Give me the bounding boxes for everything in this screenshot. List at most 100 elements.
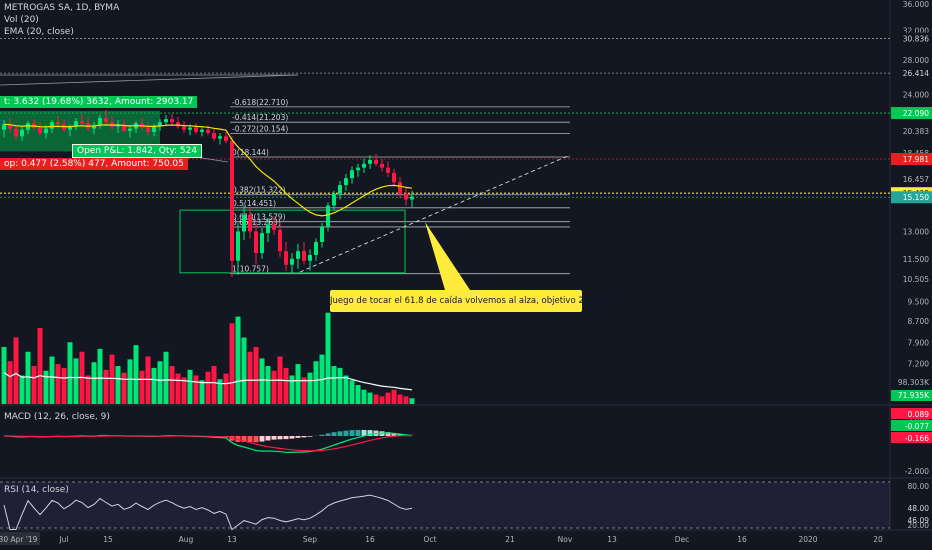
candle-body <box>8 124 12 129</box>
candle-body <box>158 122 162 127</box>
volume-bar <box>25 351 31 404</box>
open-pl-label[interactable]: Open P&L: 1.842, Qty: 524 <box>72 144 203 158</box>
volume-bar <box>175 373 181 404</box>
volume-tag-label: 71.935K <box>898 391 930 400</box>
price-tag <box>891 191 932 204</box>
candle-body <box>26 123 30 130</box>
rsi-legend[interactable]: RSI (14, close) <box>4 485 69 495</box>
candle-body <box>278 229 282 252</box>
volume-bar <box>283 367 289 404</box>
volume-bar <box>391 389 397 404</box>
time-axis-label: 20 <box>873 535 883 544</box>
volume-bar <box>193 375 199 404</box>
candle-body <box>200 129 204 132</box>
candle-body <box>98 118 102 126</box>
volume-bar <box>397 394 403 404</box>
time-axis-label: 30 Apr '19 <box>0 535 38 544</box>
time-axis-label: 15 <box>103 535 113 544</box>
volume-bar <box>139 370 145 404</box>
price-tag-label: 22.090 <box>903 109 929 118</box>
candle-body <box>110 122 114 127</box>
time-axis-label: Oct <box>424 535 437 544</box>
ema-indicator-label[interactable]: EMA (20, close) <box>4 27 74 37</box>
volume-bar <box>121 372 127 404</box>
volume-bar <box>265 366 271 404</box>
time-axis-label: 16 <box>365 535 375 544</box>
fib-level-label: 1(10.757) <box>232 265 269 274</box>
time-axis-label: 13 <box>607 535 617 544</box>
time-axis-label: 13 <box>227 535 237 544</box>
macd-histogram-bar <box>235 436 241 442</box>
volume-bar <box>103 369 109 404</box>
take-profit-label[interactable]: t: 3.632 (19.68%) 3632, Amount: 2903.17 <box>0 96 198 108</box>
volume-axis-label: 98.303K <box>898 378 930 387</box>
candle-body <box>44 128 48 134</box>
price-axis-label: 32.000 <box>903 26 929 35</box>
rsi-band <box>0 482 890 528</box>
candle-body <box>224 136 228 141</box>
candle-body <box>254 231 258 254</box>
volume-bar <box>355 385 361 404</box>
volume-bar <box>403 396 409 404</box>
candle-body <box>38 127 42 134</box>
macd-histogram-bar <box>349 430 355 436</box>
volume-bar <box>169 366 175 404</box>
price-axis-label: 7.200 <box>908 359 930 368</box>
volume-bar <box>199 380 205 404</box>
candle-body <box>308 254 312 261</box>
price-axis-label: 28.000 <box>903 56 929 65</box>
candle-body <box>56 122 60 125</box>
price-axis-label: 11.500 <box>903 255 929 264</box>
stop-loss-label[interactable]: op: 0.477 (2.58%) 477, Amount: 750.05 <box>0 158 188 170</box>
candle-body <box>284 251 288 265</box>
symbol-title[interactable]: METROGAS SA, 1D, BYMA <box>4 3 120 13</box>
macd-histogram-bar <box>337 431 343 436</box>
fib-level-label: -0.618(22.710) <box>232 98 288 107</box>
ema-line <box>3 123 413 217</box>
volume-bar <box>337 367 343 404</box>
candle-body <box>344 178 348 186</box>
volume-bar <box>133 345 139 404</box>
trend-line-upper-2 <box>0 74 299 86</box>
candle-body <box>176 122 180 127</box>
candle-body <box>338 185 342 194</box>
macd-histogram-bar <box>259 436 265 442</box>
volume-bar <box>163 351 169 404</box>
annotation-callout[interactable]: Juego de tocar el 61.8 de caída volvemos… <box>330 290 603 312</box>
candle-body <box>212 133 216 139</box>
price-axis-label: 10.505 <box>903 275 929 284</box>
volume-bar <box>157 361 163 404</box>
candle-body <box>206 129 210 134</box>
macd-histogram-bar <box>391 433 397 436</box>
volume-bar <box>313 361 319 404</box>
volume-ma-line <box>3 372 413 391</box>
volume-bar <box>145 356 151 404</box>
price-axis-label: 9.500 <box>908 297 930 306</box>
signal-line <box>4 435 412 452</box>
volume-bar <box>19 375 25 404</box>
candle-body <box>80 121 84 124</box>
volume-indicator-label[interactable]: Vol (20) <box>4 15 39 25</box>
macd-histogram-bar <box>343 430 349 436</box>
volume-bar <box>37 328 43 404</box>
volume-bar <box>43 370 49 404</box>
volume-bar <box>271 370 277 404</box>
volume-bar <box>331 366 337 404</box>
volume-bar <box>1 347 7 404</box>
candle-body <box>152 126 156 132</box>
rsi-tag-label: 46.09 <box>908 516 930 525</box>
candle-body <box>350 170 354 179</box>
candle-body <box>362 163 366 168</box>
macd-legend[interactable]: MACD (12, 26, close, 9) <box>4 412 110 422</box>
macd-histogram-bar <box>283 436 289 440</box>
price-tag-label: 26.414 <box>903 69 929 78</box>
macd-histogram-bar <box>277 436 283 440</box>
candle-body <box>128 128 132 131</box>
candle-body <box>392 172 396 183</box>
price-tag-label: 30.836 <box>903 35 929 44</box>
price-axis-label: 7.900 <box>908 339 930 348</box>
candle-body <box>242 214 246 232</box>
candle-body <box>20 129 24 137</box>
price-axis-label: 8.700 <box>908 317 930 326</box>
